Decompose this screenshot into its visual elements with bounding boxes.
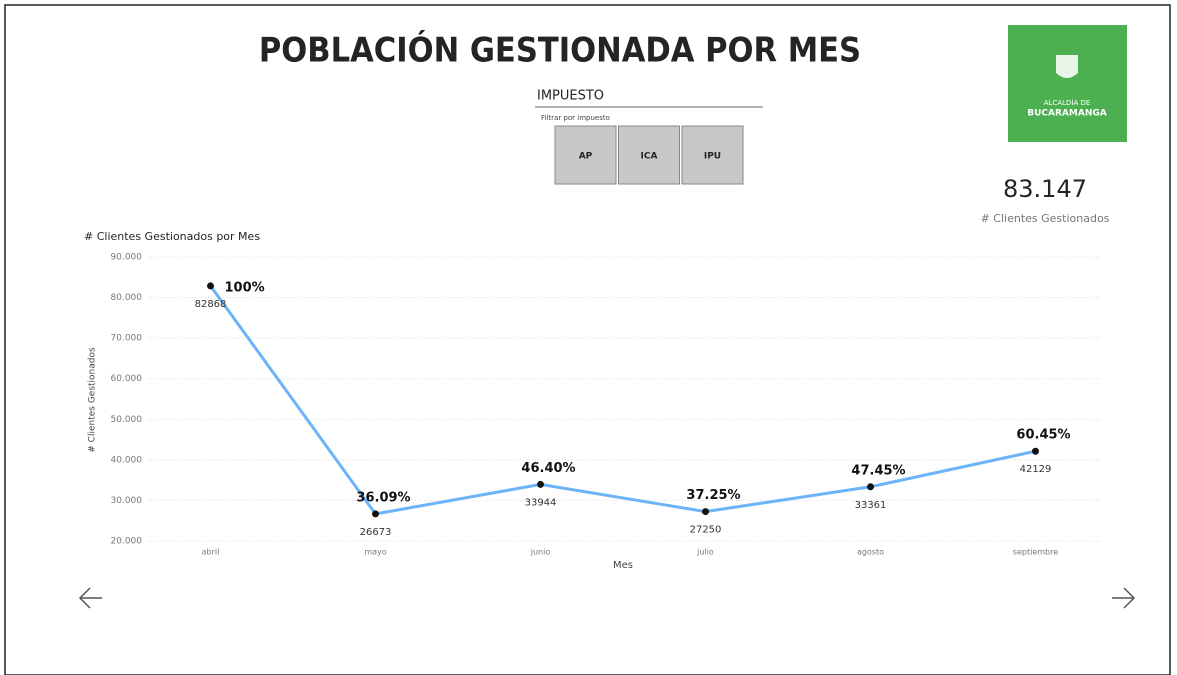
x-tick-label: agosto <box>857 548 884 557</box>
page-frame <box>4 4 1171 675</box>
y-tick-label: 20.000 <box>111 537 143 547</box>
data-label: 82868 <box>195 299 227 310</box>
y-axis-label: # Clientes Gestionados <box>88 347 98 453</box>
x-tick-label: mayo <box>364 548 386 557</box>
logo-emblem <box>1056 55 1078 78</box>
y-tick-label: 40.000 <box>111 455 143 465</box>
slicer-button-label: IPU <box>704 152 721 162</box>
logo <box>1008 25 1127 142</box>
data-point <box>537 480 544 488</box>
slicer-subtitle: Filtrar por impuesto <box>541 114 610 122</box>
data-label: 27250 <box>690 525 722 536</box>
card-value: 83.147 <box>1003 175 1087 203</box>
series-line <box>209 285 1036 516</box>
data-point <box>1032 447 1039 455</box>
percent-label: 37.25% <box>686 488 740 503</box>
card-label: # Clientes Gestionados <box>981 212 1110 225</box>
data-label: 33361 <box>855 500 887 511</box>
prev-arrow[interactable] <box>78 587 102 609</box>
x-axis-label: Mes <box>613 560 633 571</box>
chart-title: # Clientes Gestionados por Mes <box>84 230 260 243</box>
percent-label: 60.45% <box>1016 428 1070 443</box>
x-tick-label: julio <box>696 548 714 557</box>
next-arrow[interactable] <box>1112 587 1136 609</box>
logo-line2: BUCARAMANGA <box>1027 109 1106 119</box>
data-label: 33944 <box>525 497 557 508</box>
slicer-button[interactable] <box>554 125 617 185</box>
y-tick-label: 90.000 <box>111 253 143 263</box>
slicer-button[interactable] <box>618 125 680 185</box>
slicer-title: IMPUESTO <box>537 89 604 104</box>
slicer-button[interactable] <box>681 125 744 185</box>
data-point <box>867 483 874 491</box>
percent-label: 46.40% <box>521 461 575 476</box>
y-tick-label: 80.000 <box>111 293 143 303</box>
data-label: 42129 <box>1020 464 1052 475</box>
slicer-button-label: AP <box>579 152 593 162</box>
y-tick-label: 70.000 <box>111 334 143 344</box>
page-title: POBLACIÓN GESTIONADA POR MES <box>259 30 861 71</box>
y-tick-label: 50.000 <box>111 415 143 425</box>
x-tick-label: abril <box>202 548 220 557</box>
logo-line1: ALCALDÍA DE <box>1044 98 1091 107</box>
slicer-button-label: ICA <box>641 152 658 162</box>
data-point <box>702 508 709 516</box>
percent-label: 100% <box>225 280 265 295</box>
y-tick-label: 60.000 <box>111 374 143 384</box>
data-label: 26673 <box>360 527 392 538</box>
percent-label: 47.45% <box>851 463 905 478</box>
data-point <box>207 282 214 290</box>
x-tick-label: septiembre <box>1013 548 1058 557</box>
percent-label: 36.09% <box>356 490 410 505</box>
data-point <box>372 510 379 518</box>
x-tick-label: junio <box>530 548 551 557</box>
y-tick-label: 30.000 <box>111 496 143 506</box>
